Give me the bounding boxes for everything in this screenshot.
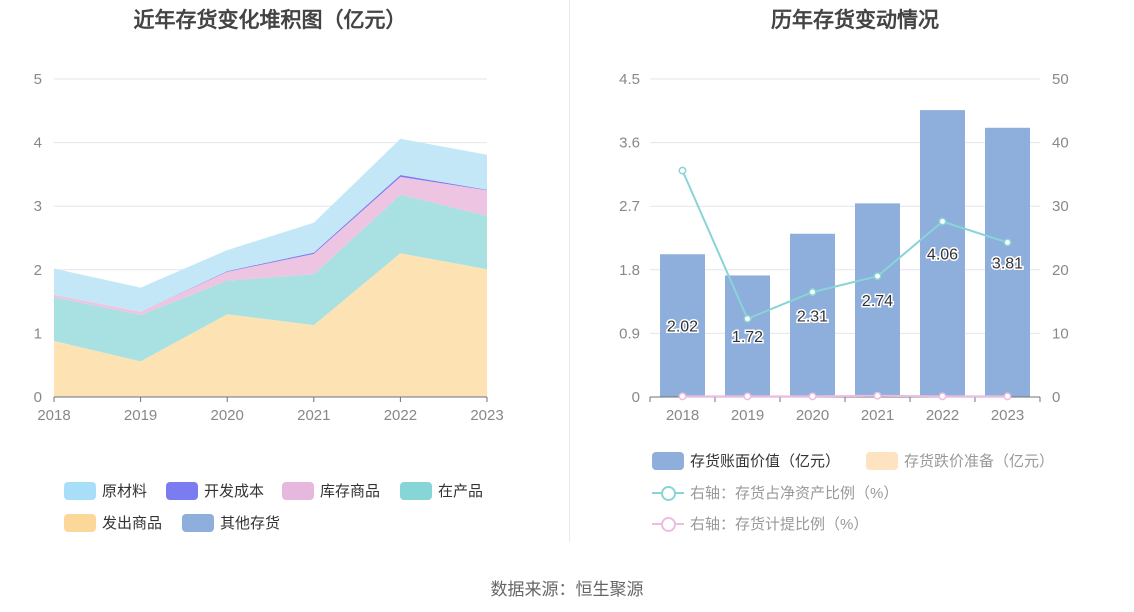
ratio-point: [743, 392, 752, 401]
panel-divider: [569, 0, 570, 542]
legend-swatch: [652, 515, 684, 533]
right-legend-item[interactable]: 存货账面价值（亿元）: [652, 450, 840, 471]
legend-label: 存货跌价准备（亿元）: [904, 453, 1055, 470]
legend-label: 在产品: [438, 483, 484, 500]
right-left-y-tick-label: 0.9: [619, 325, 640, 342]
legend-label: 原材料: [102, 483, 148, 500]
legend-label: 开发成本: [204, 483, 265, 500]
left-y-tick-label: 3: [34, 198, 42, 215]
right-x-tick-label: 2021: [861, 407, 894, 424]
left-legend-item[interactable]: 库存商品: [282, 480, 380, 501]
ratio-point: [808, 392, 817, 401]
bar-value-label: 2.31: [797, 308, 828, 325]
ratio-line: [682, 394, 1008, 398]
legend-swatch: [64, 513, 96, 532]
left-legend-item[interactable]: 在产品: [400, 480, 483, 501]
right-right-y-tick-label: 30: [1052, 198, 1069, 215]
legend-swatch: [400, 481, 432, 500]
left-x-tick-label: 2023: [470, 407, 503, 424]
legend-swatch: [652, 484, 684, 502]
legend-swatch: [282, 481, 314, 500]
ratio-point: [678, 392, 687, 401]
inventory-bar: [855, 203, 900, 397]
left-x-tick-label: 2020: [211, 407, 244, 424]
legend-label: 库存商品: [320, 483, 381, 500]
right-left-y-tick-label: 1.8: [619, 262, 640, 279]
legend-label: 其他存货: [220, 515, 281, 532]
right-legend-item[interactable]: 存货跌价准备（亿元）: [866, 450, 1054, 471]
bar-value-label: 1.72: [732, 329, 763, 346]
inventory-bar: [790, 233, 835, 397]
right-right-y-tick-label: 10: [1052, 325, 1069, 342]
ratio-point: [938, 392, 947, 401]
left-y-tick-label: 4: [34, 135, 42, 152]
left-legend-item[interactable]: 原材料: [64, 480, 147, 501]
right-right-y-tick-label: 50: [1052, 71, 1069, 88]
bar-value-label: 3.81: [992, 255, 1023, 272]
right-right-y-tick-label: 0: [1052, 389, 1060, 406]
legend-label: 右轴：存货占净资产比例（%）: [690, 485, 899, 502]
right-x-tick-label: 2023: [991, 407, 1024, 424]
ratio-point: [1003, 238, 1012, 247]
legend-label: 发出商品: [102, 515, 163, 532]
left-x-tick-label: 2021: [297, 407, 330, 424]
legend-swatch: [866, 451, 898, 470]
area-3: [54, 194, 487, 362]
ratio-point: [1003, 392, 1012, 401]
left-y-tick-label: 2: [34, 262, 42, 279]
left-y-tick-label: 1: [34, 325, 42, 342]
ratio-point: [743, 314, 752, 323]
right-legend-item[interactable]: 右轴：存货计提比例（%）: [652, 513, 868, 534]
area-2: [54, 253, 487, 397]
legend-swatch: [64, 481, 96, 500]
area-4: [54, 176, 487, 315]
ratio-point: [808, 288, 817, 297]
left-legend-item[interactable]: 开发成本: [166, 480, 264, 501]
right-right-y-tick-label: 20: [1052, 262, 1069, 279]
inventory-bar: [660, 254, 705, 397]
ratio-line: [681, 170, 1008, 321]
right-legend-item[interactable]: 右轴：存货占净资产比例（%）: [652, 482, 898, 503]
inventory-bar: [725, 275, 770, 397]
right-x-tick-label: 2020: [796, 407, 829, 424]
right-left-y-tick-label: 4.5: [619, 71, 640, 88]
left-legend-item[interactable]: 其他存货: [182, 512, 280, 533]
left-x-tick-label: 2019: [124, 407, 157, 424]
right-left-y-tick-label: 3.6: [619, 135, 640, 152]
legend-swatch: [166, 481, 198, 500]
left-x-tick-label: 2018: [37, 407, 70, 424]
right-x-tick-label: 2018: [666, 407, 699, 424]
ratio-point: [873, 272, 882, 281]
ratio-point: [678, 166, 687, 175]
left-x-tick-label: 2022: [384, 407, 417, 424]
bar-value-label: 2.02: [667, 319, 698, 336]
left-chart-title: 近年存货变化堆积图（亿元）: [133, 9, 407, 32]
right-chart-title: 历年存货变动情况: [771, 9, 939, 32]
inventory-bar: [985, 127, 1030, 397]
right-left-y-tick-label: 2.7: [619, 198, 640, 215]
right-x-tick-label: 2022: [926, 407, 959, 424]
data-source-note: 数据来源：恒生聚源: [490, 580, 644, 599]
legend-swatch: [182, 513, 214, 532]
right-x-tick-label: 2019: [731, 407, 764, 424]
left-y-tick-label: 5: [34, 71, 42, 88]
left-y-tick-label: 0: [34, 389, 42, 406]
right-left-y-tick-label: 0: [632, 389, 640, 406]
bar-value-label: 2.74: [862, 293, 893, 310]
inventory-bar: [920, 110, 965, 398]
bar-value-label: 4.06: [927, 247, 958, 264]
left-legend-item[interactable]: 发出商品: [64, 512, 162, 533]
legend-label: 右轴：存货计提比例（%）: [690, 516, 869, 533]
right-right-y-tick-label: 40: [1052, 135, 1069, 152]
legend-swatch: [652, 451, 684, 470]
area-6: [54, 138, 487, 312]
ratio-point: [938, 217, 947, 226]
ratio-point: [873, 391, 882, 400]
legend-label: 存货账面价值（亿元）: [690, 453, 841, 470]
